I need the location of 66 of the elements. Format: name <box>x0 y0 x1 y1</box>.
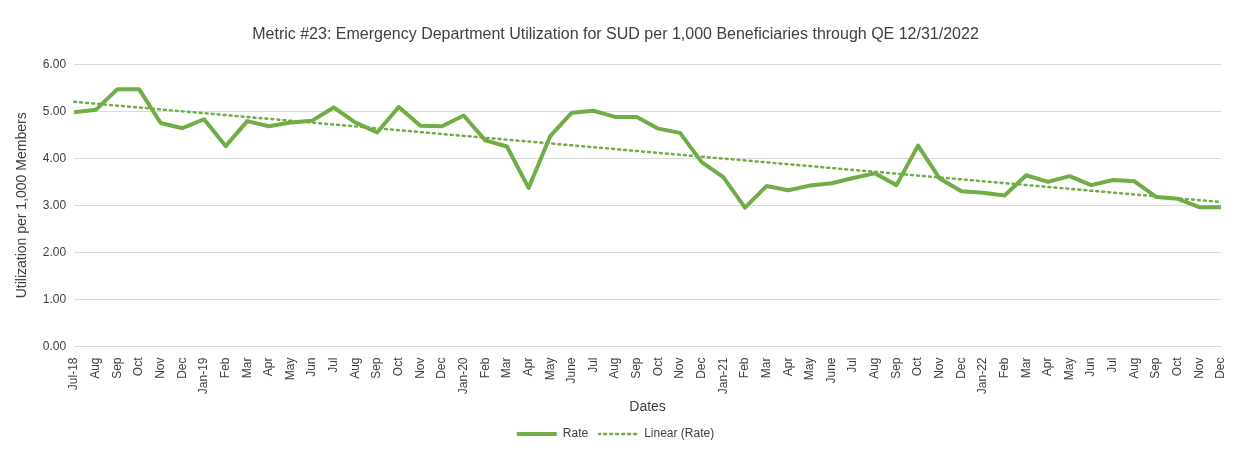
x-tick-label: Sep <box>109 357 124 379</box>
x-tick-label: Nov <box>932 357 947 379</box>
x-tick-label: Oct <box>391 356 406 377</box>
x-tick-label: Dec <box>1213 357 1228 379</box>
chart-title: Metric #23: Emergency Department Utilization for SUD per 1,000 Beneficiaries through QE 12/31/2022 <box>252 25 979 43</box>
x-tick-label: Jul <box>585 357 600 373</box>
x-tick-label: Nov <box>1191 357 1206 379</box>
y-tick-label: 1.00 <box>42 291 67 306</box>
x-tick-label: Dec <box>434 357 449 379</box>
legend-label: Linear (Rate) <box>644 426 715 441</box>
x-tick-label: Dec <box>174 357 189 379</box>
x-tick-label: Jul <box>845 357 860 373</box>
x-tick-label: May <box>542 357 557 381</box>
y-axis-title: Utilization per 1,000 Members <box>13 112 30 299</box>
x-tick-label: May <box>1061 357 1076 381</box>
x-tick-label: Jul <box>1105 357 1120 373</box>
x-tick-label: Nov <box>412 357 427 379</box>
x-tick-label: Apr <box>780 357 795 377</box>
x-tick-label: Apr <box>520 357 535 377</box>
x-tick-label: Sep <box>629 357 644 379</box>
x-tick-label: Oct <box>650 356 665 377</box>
x-tick-label: Jan-21 <box>715 357 730 395</box>
x-tick-label: Aug <box>867 357 882 379</box>
x-tick-label: Dec <box>953 357 968 379</box>
x-tick-label: June <box>564 357 579 384</box>
x-tick-label: Sep <box>888 357 903 379</box>
y-tick-label: 6.00 <box>42 56 67 71</box>
x-tick-label: Jul-18 <box>66 357 81 391</box>
x-tick-label: Apr <box>1040 357 1055 377</box>
x-tick-label: May <box>802 357 817 381</box>
x-tick-label: Sep <box>369 357 384 379</box>
x-tick-label: Jul <box>326 357 341 373</box>
x-tick-label: Mar <box>239 357 254 379</box>
x-tick-label: Oct <box>910 356 925 377</box>
x-tick-label: Jun <box>1083 357 1098 377</box>
x-tick-label: Jan-19 <box>196 357 211 395</box>
x-axis-title: Dates <box>629 398 666 415</box>
x-tick-label: Jan-20 <box>455 357 470 395</box>
y-tick-label: 4.00 <box>42 150 67 165</box>
x-tick-label: Aug <box>607 357 622 379</box>
x-tick-label: Aug <box>1126 357 1141 379</box>
x-tick-label: Nov <box>153 357 168 379</box>
x-tick-label: Oct <box>131 356 146 377</box>
x-tick-label: Feb <box>737 357 752 379</box>
x-tick-label: Jun <box>304 357 319 377</box>
x-tick-label: Apr <box>261 357 276 377</box>
y-tick-label: 5.00 <box>42 103 67 118</box>
x-tick-label: Oct <box>1170 356 1185 377</box>
legend-label: Rate <box>562 426 589 441</box>
x-tick-label: Feb <box>996 357 1011 379</box>
y-tick-label: 3.00 <box>42 197 67 212</box>
x-tick-label: Mar <box>758 357 773 379</box>
x-tick-label: Feb <box>217 357 232 379</box>
x-tick-label: May <box>282 357 297 381</box>
x-tick-label: Dec <box>693 357 708 379</box>
y-tick-label: 2.00 <box>42 244 67 259</box>
x-tick-label: Aug <box>347 357 362 379</box>
x-tick-label: Sep <box>1148 357 1163 379</box>
x-tick-label: Mar <box>1018 357 1033 379</box>
y-tick-label: 0.00 <box>42 338 67 353</box>
x-tick-label: June <box>823 357 838 384</box>
x-tick-label: Mar <box>499 357 514 379</box>
x-tick-label: Nov <box>672 357 687 379</box>
x-tick-label: Jan-22 <box>975 357 990 395</box>
x-tick-label: Aug <box>88 357 103 379</box>
x-tick-label: Feb <box>477 357 492 379</box>
